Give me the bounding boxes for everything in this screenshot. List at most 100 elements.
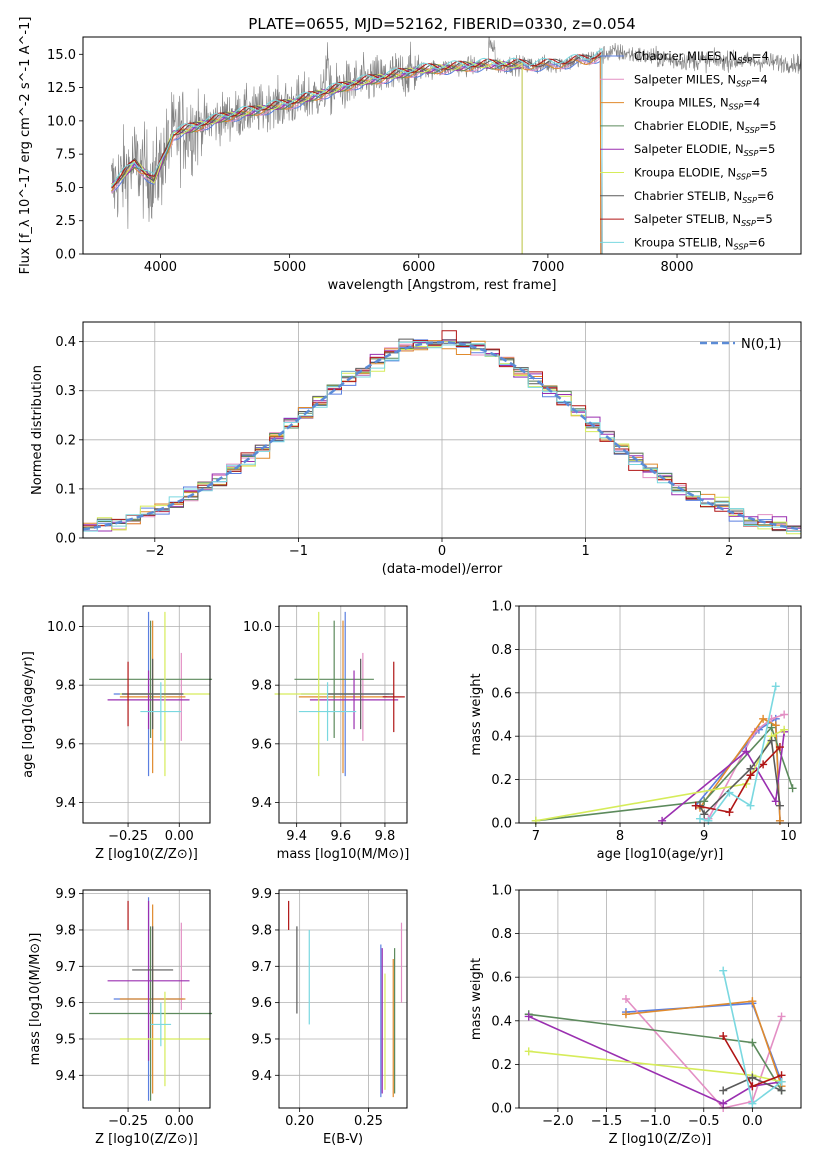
axes: 7 8 9 10 0.0 0.2 0.4 0.6 0.8 1.0 age [log10(age/yr… [469, 600, 802, 862]
axes: −0.25 0.00 9.4 9.6 9.8 10.0 Z [log10(Z/Z⊙)] age… [21, 605, 211, 862]
x-tick-label: 0.25 [354, 1114, 383, 1129]
y-tick-label: 0.6 [491, 971, 512, 986]
errorbar-chabrier-elodie [294, 620, 374, 738]
data-point [777, 1012, 786, 1021]
y-tick-label: 9.6 [251, 996, 272, 1011]
x-axis-label: Z [log10(Z/Z⊙)] [95, 1132, 198, 1147]
data-point [621, 995, 630, 1003]
errorbar-chabrier-elodie [89, 926, 213, 1101]
plot-area [288, 900, 403, 1098]
y-tick-label: 9.8 [251, 679, 272, 694]
x-tick-label: 1 [581, 544, 589, 559]
y-tick-label: 0.1 [55, 482, 76, 497]
x-tick-label: −0.25 [108, 1114, 148, 1129]
data-point [748, 1099, 757, 1108]
x-tick-label: −1.5 [591, 1114, 623, 1129]
series-kroupa-stelib [719, 966, 786, 1108]
x-tick-label: 7000 [531, 260, 564, 275]
y-tick-label: 0.3 [55, 384, 76, 399]
data-point [719, 1086, 728, 1095]
data-point [771, 721, 780, 730]
series-line [699, 717, 781, 821]
axes: −2 −1 0 1 2 0.0 0.1 0.2 0.3 0.4 (data-model)/error… [30, 321, 802, 577]
model-line-salpeter-miles [111, 56, 602, 254]
series-chabrier-miles [691, 714, 784, 825]
data-point [725, 808, 734, 817]
x-tick-label: 0 [438, 544, 446, 559]
y-axis-label: mass [log10(M/M⊙)] [28, 933, 43, 1066]
model-line-kroupa-stelib [110, 47, 603, 254]
y-tick-label: 9.4 [251, 796, 272, 811]
data-point [767, 723, 776, 732]
series-line [707, 713, 785, 820]
errorbar-chabrier-stelib [327, 658, 394, 730]
x-tick-label: −0.25 [108, 829, 148, 844]
chart-panel-2: −0.25 0.00 9.4 9.6 9.8 10.0 Z [log10(Z/Z⊙)] age… [21, 605, 213, 862]
model-line-chabrier-miles [111, 59, 602, 254]
legend: Chabrier MILES, NSSP=4 Salpeter MILES, NS… [600, 49, 776, 251]
x-tick-label: 0.0 [742, 1114, 763, 1129]
data-point [771, 682, 780, 691]
y-tick-label: 9.6 [251, 737, 272, 752]
y-tick-label: 1.0 [491, 600, 512, 615]
y-tick-label: 0.0 [491, 817, 512, 832]
y-tick-label: 9.6 [55, 737, 76, 752]
errorbar-salpeter-stelib [382, 661, 405, 733]
y-tick-label: 2.5 [55, 214, 76, 229]
x-tick-label: −1.0 [639, 1114, 671, 1129]
histogram-kroupa-stelib [83, 341, 801, 536]
y-tick-label: 5.0 [55, 181, 76, 196]
series-salpeter-stelib [719, 1032, 786, 1091]
data-point [775, 801, 784, 810]
model-line-chabrier-stelib [111, 54, 603, 254]
chart-panel-1: −2 −1 0 1 2 0.0 0.1 0.2 0.3 0.4 (data-model)/error… [30, 321, 802, 577]
x-tick-label: 0.20 [285, 1114, 314, 1129]
chart-panel-5: −0.25 0.00 9.4 9.5 9.6 9.7 9.8 9.9 Z [log10(Z/Z⊙… [28, 887, 213, 1147]
data-point [748, 997, 757, 1006]
series-line [625, 998, 783, 1109]
errorbar-chabrier-elodie [89, 620, 213, 738]
data-point [759, 760, 768, 769]
x-axis-label: E(B-V) [323, 1132, 363, 1147]
model-line-salpeter-stelib [111, 50, 603, 254]
legend-label: Chabrier MILES, NSSP=4 [634, 49, 769, 65]
y-axis-label: mass weight [469, 673, 484, 755]
axes-frame [518, 889, 802, 1109]
data-point [748, 1073, 757, 1082]
plot-area [89, 611, 213, 777]
y-tick-label: 0.6 [491, 686, 512, 701]
y-tick-label: 0.2 [491, 1058, 512, 1073]
data-point [771, 797, 780, 806]
errorbar-kroupa-stelib [140, 682, 182, 741]
x-tick-label: 8000 [660, 260, 693, 275]
x-tick-label: 0.00 [165, 829, 194, 844]
axes-frame [82, 605, 211, 824]
y-tick-label: 7.5 [55, 148, 76, 163]
x-tick-label: −0.5 [688, 1114, 720, 1129]
legend-label: Kroupa MILES, NSSP=4 [634, 96, 760, 112]
series-line [661, 731, 785, 822]
x-axis-label: Z [log10(Z/Z⊙)] [609, 1132, 712, 1147]
x-tick-label: 9.8 [375, 829, 396, 844]
y-tick-label: 0.2 [491, 773, 512, 788]
chart-panel-0: 4000 5000 6000 7000 8000 0.0 2.5 5.0 7.5 10.0 12.5… [18, 17, 802, 293]
legend-label: Kroupa STELIB, NSSP=6 [634, 235, 765, 251]
y-tick-label: 1.0 [491, 884, 512, 899]
chart-panel-3: 9.4 9.6 9.8 9.4 9.6 9.8 10.0 mass [log10(M/M⊙)] [243, 605, 409, 862]
legend-label: Chabrier STELIB, NSSP=6 [634, 189, 774, 205]
y-tick-label: 9.4 [55, 1069, 76, 1084]
data-point [719, 1032, 728, 1041]
figure-title: PLATE=0655, MJD=52162, FIBERID=0330, z=0… [248, 15, 635, 33]
plot-area [524, 966, 786, 1112]
axes-frame [82, 36, 802, 255]
axes-frame [82, 889, 211, 1109]
data-point [691, 801, 700, 810]
errorbar-salpeter-elodie [107, 670, 190, 730]
data-point [767, 736, 776, 745]
y-tick-label: 9.7 [55, 960, 76, 975]
y-tick-label: 9.9 [251, 887, 272, 902]
y-axis-label: Normed distribution [30, 365, 45, 495]
y-tick-label: 9.5 [251, 1032, 272, 1047]
series-line [535, 725, 794, 822]
axes: 0.20 0.25 9.4 9.5 9.6 9.7 9.8 9.9 E(B-V) [251, 887, 408, 1147]
